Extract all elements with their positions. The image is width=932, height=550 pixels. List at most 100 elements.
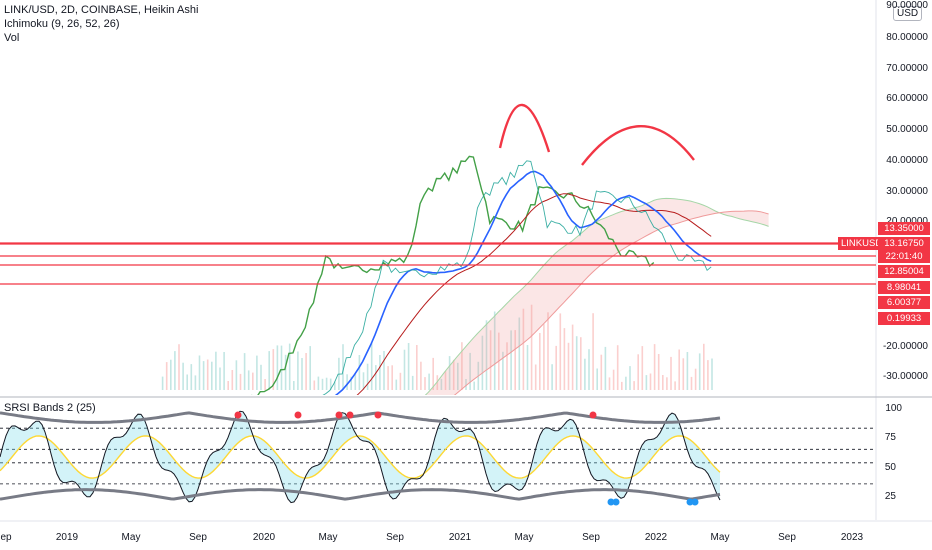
volume-bar: [186, 374, 188, 390]
volume-bar: [362, 372, 365, 390]
volume-bar: [465, 379, 467, 390]
price-tag: 8.98041: [878, 281, 930, 294]
volume-bar: [452, 359, 455, 390]
last-price-tag: 13.16750: [878, 237, 930, 250]
volume-bar: [309, 346, 311, 390]
srsi-legend[interactable]: SRSI Bands 2 (25): [4, 402, 96, 414]
volume-bar: [403, 349, 406, 390]
price-tick: 80.00000: [886, 32, 928, 43]
volume-bar: [170, 359, 172, 390]
price-tag: 12.85004: [878, 265, 930, 278]
volume-bar: [645, 375, 648, 390]
volume-bar: [641, 346, 644, 390]
volume-bar: [584, 358, 586, 390]
srsi-lower-band: [0, 488, 721, 501]
volume-bar: [707, 360, 709, 390]
leading-span-b: [453, 210, 769, 395]
oversold-dot: [691, 498, 699, 506]
volume-bar: [448, 356, 451, 390]
volume-bar: [698, 353, 701, 390]
volume-bar: [592, 313, 594, 390]
volume-bar: [682, 358, 685, 390]
time-tick: ep: [0, 532, 12, 543]
volume-bar: [194, 375, 197, 390]
volume-bar: [190, 364, 193, 390]
volume-bar: [567, 342, 570, 390]
volume-bar: [342, 344, 344, 390]
time-tick: 2019: [55, 532, 79, 543]
price-tick: 40.00000: [886, 155, 928, 166]
volume-bar: [612, 369, 615, 390]
overbought-dot: [346, 411, 354, 419]
time-tick: 2021: [448, 532, 472, 543]
lagging-span: [251, 155, 655, 395]
volume-bar: [272, 349, 275, 390]
volume-bar: [547, 312, 549, 390]
volume-bar: [297, 351, 299, 390]
volume-bar: [571, 324, 574, 390]
price-tick: 50.00000: [886, 124, 928, 135]
volume-bar: [407, 343, 410, 390]
volume-bar: [711, 358, 713, 390]
volume-bar: [252, 372, 254, 390]
volume-bar: [633, 381, 635, 390]
price-line: [322, 160, 712, 395]
time-tick: May: [514, 532, 534, 543]
volume-bar: [161, 376, 164, 390]
currency-button[interactable]: USD: [893, 6, 923, 21]
volume-bar: [227, 381, 229, 390]
volume-bar: [604, 346, 607, 390]
volume-bar: [690, 376, 693, 390]
volume-bar: [260, 364, 262, 390]
horizontal-levels[interactable]: [0, 242, 876, 285]
volume-bar: [366, 363, 369, 390]
srsi-signal: [0, 435, 721, 479]
volume-bar: [653, 344, 656, 390]
volume-bar: [621, 381, 623, 390]
volume-legend[interactable]: Vol: [4, 32, 20, 44]
volume-bar: [539, 333, 541, 390]
volume-bar: [522, 308, 525, 390]
volume-bar: [317, 376, 320, 390]
volume-bar: [264, 379, 266, 390]
osc-tick: 50: [884, 462, 896, 473]
volume-bar: [284, 354, 287, 390]
volume-bar: [506, 342, 508, 390]
srsi-oscillator: [0, 410, 876, 506]
volume-bar: [678, 349, 680, 390]
volume-bar: [563, 328, 566, 390]
time-tick: May: [710, 532, 730, 543]
price-tick-top: 90.00000: [886, 0, 928, 11]
volume-bar: [358, 355, 361, 390]
drawn-arcs[interactable]: [498, 103, 695, 166]
volume-bar: [329, 378, 332, 390]
srsi-fill: [0, 411, 720, 503]
time-tick: 2022: [644, 532, 668, 543]
price-tick: 20.00000: [886, 216, 928, 227]
volume-bar: [288, 343, 291, 390]
volume-bar: [243, 353, 246, 390]
volume-bar: [485, 320, 488, 390]
volume-bar: [178, 344, 180, 390]
symbol-legend[interactable]: LINK/USD, 2D, COINBASE, Heikin Ashi: [4, 4, 199, 16]
volume-bar: [657, 354, 660, 390]
volume-bar: [625, 376, 627, 390]
volume-bar: [662, 375, 664, 390]
countdown-tag: 22:01:40: [878, 250, 930, 263]
volume-bar: [502, 351, 504, 390]
volume-bar: [391, 365, 393, 390]
ichimoku-legend[interactable]: Ichimoku (9, 26, 52, 26): [4, 18, 120, 30]
volume-bar: [268, 351, 270, 390]
volume-bar: [559, 313, 562, 390]
volume-bar: [580, 337, 582, 390]
volume-bar: [395, 379, 398, 390]
oversold-dot: [612, 498, 620, 506]
volume-bar: [325, 377, 328, 390]
volume-bar: [440, 378, 443, 390]
volume-bar: [703, 343, 705, 390]
price-tick: 70.00000: [886, 63, 928, 74]
volume-bar: [313, 380, 316, 390]
volume-bar: [280, 345, 283, 390]
volume-bar: [616, 345, 619, 390]
